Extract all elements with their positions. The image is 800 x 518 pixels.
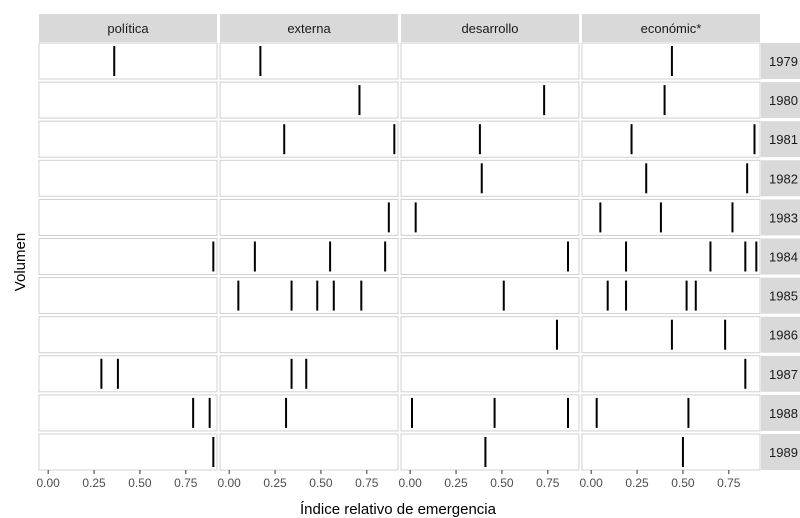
row-strip (761, 121, 800, 158)
x-tick-label: 0.00 (36, 476, 60, 490)
x-tick-label: 0.00 (217, 476, 241, 490)
panel (581, 159, 761, 197)
x-tick-label: 0.75 (536, 476, 560, 490)
panel (219, 277, 399, 315)
panel (400, 277, 580, 315)
row-strip-label: 1982 (769, 171, 798, 186)
panel (219, 198, 399, 236)
panel (219, 316, 399, 354)
panel (219, 394, 399, 432)
x-tick-label: 0.25 (625, 476, 649, 490)
row-strip (761, 160, 800, 197)
panel (38, 81, 218, 119)
row-strip (761, 434, 800, 470)
column-strip (582, 14, 760, 42)
panel (400, 42, 580, 80)
panel (400, 433, 580, 471)
panel (38, 238, 218, 275)
panel (581, 120, 761, 158)
panel (38, 394, 218, 432)
panel (400, 355, 580, 393)
panel (400, 238, 580, 275)
column-strip (39, 14, 217, 42)
column-strip (220, 14, 398, 42)
row-strip (761, 316, 800, 353)
panel (400, 394, 580, 432)
x-tick-label: 0.00 (579, 476, 603, 490)
panel (38, 355, 218, 393)
panel (400, 81, 580, 119)
column-strip (401, 14, 579, 42)
row-strip (761, 355, 800, 392)
row-strip-label: 1987 (769, 367, 798, 382)
row-strip-label: 1983 (769, 210, 798, 225)
column-strip-label: desarrollo (461, 21, 518, 36)
panel (219, 42, 399, 80)
row-strip-label: 1989 (769, 445, 798, 460)
panel (581, 277, 761, 315)
row-strip-label: 1985 (769, 289, 798, 304)
panel (400, 316, 580, 354)
panel (400, 198, 580, 236)
row-strip (761, 394, 800, 431)
panel (38, 433, 218, 471)
x-tick-label: 0.00 (398, 476, 422, 490)
panel (400, 159, 580, 197)
panel (38, 42, 218, 80)
x-tick-label: 0.50 (671, 476, 695, 490)
panel (219, 355, 399, 393)
panel (219, 238, 399, 275)
column-strip-label: económic* (641, 21, 702, 36)
panel (219, 120, 399, 158)
row-strip-label: 1979 (769, 54, 798, 69)
x-tick-label: 0.50 (490, 476, 514, 490)
x-tick-label: 0.25 (444, 476, 468, 490)
row-strip-label: 1980 (769, 93, 798, 108)
panel (38, 277, 218, 315)
panel (581, 238, 761, 275)
y-axis-title: Volumen (12, 233, 29, 291)
x-tick-label: 0.50 (309, 476, 333, 490)
row-strip-label: 1986 (769, 328, 798, 343)
panel (38, 159, 218, 197)
panel (219, 159, 399, 197)
row-strip (761, 238, 800, 275)
column-strip-label: política (107, 21, 149, 36)
panel (581, 394, 761, 432)
x-tick-label: 0.75 (355, 476, 379, 490)
x-tick-label: 0.75 (174, 476, 198, 490)
x-tick-label: 0.25 (82, 476, 106, 490)
column-strip-label: externa (287, 21, 331, 36)
row-strip (761, 82, 800, 119)
row-strip (761, 199, 800, 236)
panel (219, 81, 399, 119)
x-tick-label: 0.50 (128, 476, 152, 490)
x-tick-label: 0.25 (263, 476, 287, 490)
x-axis-title: Índice relativo de emergencia (300, 501, 497, 518)
panel (581, 433, 761, 471)
row-strip-label: 1988 (769, 406, 798, 421)
panel (581, 198, 761, 236)
x-tick-label: 0.75 (717, 476, 741, 490)
panel (38, 120, 218, 158)
row-strip-label: 1984 (769, 250, 798, 265)
panel (581, 355, 761, 393)
row-strip (761, 43, 800, 79)
panel (581, 81, 761, 119)
panel (400, 120, 580, 158)
row-strip-label: 1981 (769, 132, 798, 147)
panel (38, 316, 218, 354)
row-strip (761, 277, 800, 314)
panel (38, 198, 218, 236)
panel (219, 433, 399, 471)
